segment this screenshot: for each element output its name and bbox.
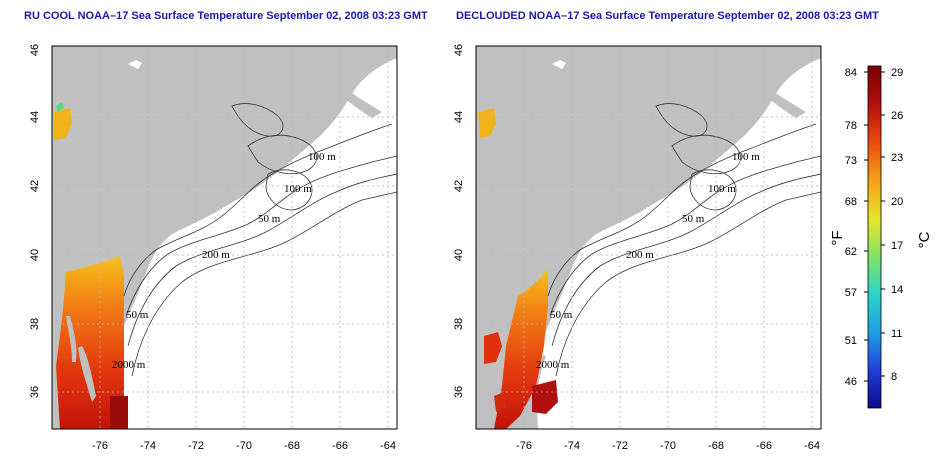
lat-tick: 36 [29,386,41,398]
lon-tick: -76 [516,440,532,452]
contour-label: 2000 m [536,359,570,371]
celsius-tick: 29 [891,67,903,79]
contour-label: 100 m [732,151,760,163]
celsius-tick: 11 [891,328,902,340]
lat-tick: 44 [453,111,465,123]
fahrenheit-tick: 62 [845,246,857,258]
temperature-colorbar: 84 78 73 68 62 57 51 46 29 26 23 20 [829,65,933,409]
right-panel-title: DECLOUDED NOAA–17 Sea Surface Temperatur… [456,10,879,22]
lat-tick: 42 [453,180,465,192]
fahrenheit-tick: 57 [845,287,857,299]
celsius-tick: 26 [891,110,903,122]
lat-tick: 40 [453,249,465,261]
right-contour-labels: 100 m 100 m 50 m 200 m 50 m 2000 m [536,151,760,371]
lon-tick: -76 [92,440,108,452]
lat-tick: 38 [29,318,41,330]
lon-tick: -74 [564,440,580,452]
celsius-tick: 17 [891,240,903,252]
celsius-axis: 29 26 23 20 17 14 11 8 [881,67,903,383]
lon-tick: -72 [188,440,204,452]
left-contour-labels: 100 m 100 m 50 m 200 m 50 m 2000 m [112,151,336,371]
left-graticule [52,46,397,429]
lat-tick: 46 [453,44,465,56]
lon-tick: -66 [756,440,772,452]
celsius-tick: 20 [891,196,903,208]
contour-label: 50 m [550,309,573,321]
fahrenheit-tick: 46 [845,376,857,388]
contour-label: 50 m [682,213,705,225]
lon-tick: -64 [380,440,396,452]
celsius-tick: 8 [891,371,897,383]
right-sst-data [478,108,558,429]
fahrenheit-tick: 84 [845,67,857,79]
fahrenheit-axis: 84 78 73 68 62 57 51 46 [845,67,868,388]
contour-label: 50 m [258,213,281,225]
fahrenheit-tick: 78 [845,120,857,132]
celsius-tick: 23 [891,152,903,164]
lat-tick: 42 [29,180,41,192]
lat-tick: 36 [453,386,465,398]
lat-tick: 46 [29,44,41,56]
left-lat-axis: 36 38 40 42 44 46 [29,44,41,398]
contour-label: 50 m [126,309,149,321]
fahrenheit-tick: 68 [845,196,857,208]
contour-label: 100 m [708,183,736,195]
left-map-panel: 100 m 100 m 50 m 200 m 50 m 2000 m -76 -… [29,44,398,452]
lon-tick: -64 [804,440,820,452]
lon-tick: -70 [660,440,676,452]
lat-tick: 44 [29,111,41,123]
contour-label: 100 m [284,183,312,195]
lon-tick: -70 [236,440,252,452]
lon-tick: -68 [708,440,724,452]
lat-tick: 38 [453,318,465,330]
contour-label: 200 m [202,249,230,261]
contour-label: 200 m [626,249,654,261]
celsius-tick: 14 [891,284,903,296]
fahrenheit-label: °F [829,230,846,245]
celsius-label: °C [916,231,933,248]
lat-tick: 40 [29,249,41,261]
right-map-panel: 100 m 100 m 50 m 200 m 50 m 2000 m -76 -… [453,44,822,452]
right-lon-axis: -76 -74 -72 -70 -68 -66 -64 [516,440,820,452]
left-panel-title: RU COOL NOAA–17 Sea Surface Temperature … [24,10,428,22]
lon-tick: -66 [332,440,348,452]
left-map-frame [51,45,398,430]
left-sst-data [54,102,128,429]
contour-label: 2000 m [112,359,146,371]
colorbar-ramp [867,65,882,409]
fahrenheit-tick: 73 [845,155,857,167]
right-map-frame [475,45,822,430]
right-graticule [476,46,821,429]
fahrenheit-tick: 51 [845,335,857,347]
lon-tick: -74 [140,440,156,452]
right-lat-axis: 36 38 40 42 44 46 [453,44,465,398]
contour-label: 100 m [308,151,336,163]
lon-tick: -68 [284,440,300,452]
lon-tick: -72 [612,440,628,452]
left-lon-axis: -76 -74 -72 -70 -68 -66 -64 [92,440,396,452]
